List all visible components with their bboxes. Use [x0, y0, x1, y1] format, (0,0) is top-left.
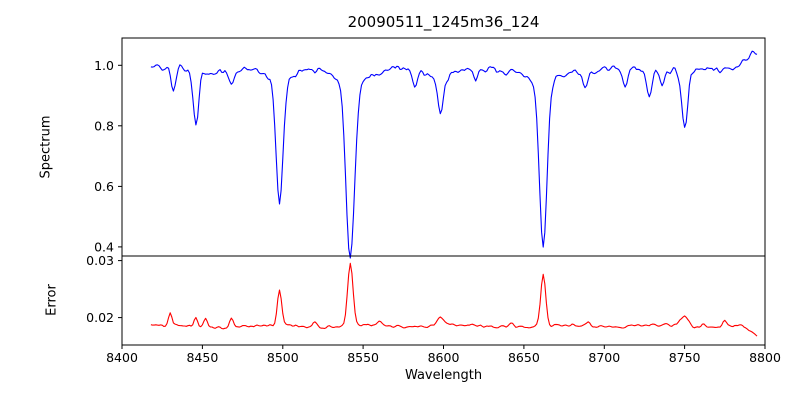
x-tick-label: 8750: [669, 350, 701, 365]
x-tick-label: 8550: [347, 350, 379, 365]
chart-title: 20090511_1245m36_124: [347, 13, 540, 31]
error-line: [150, 262, 758, 337]
y-tick-label: 0.4: [94, 239, 114, 254]
y-tick-label: 0.6: [94, 179, 114, 194]
x-tick-label: 8800: [749, 350, 781, 365]
x-tick-label: 8600: [428, 350, 460, 365]
x-tick-label: 8500: [267, 350, 299, 365]
x-tick-label: 8400: [106, 350, 138, 365]
x-tick-label: 8450: [186, 350, 218, 365]
error-panel-border: [121, 255, 766, 346]
x-axis-label: Wavelength: [404, 368, 483, 383]
y-tick-label: 0.8: [94, 118, 114, 133]
x-tick-label: 8650: [508, 350, 540, 365]
x-tick-label: 8700: [588, 350, 620, 365]
y-tick-label: 1.0: [94, 58, 114, 73]
y-tick-label: 0.03: [86, 253, 114, 268]
spectrum-line: [150, 50, 758, 259]
y-tick-label: 0.02: [86, 310, 114, 325]
